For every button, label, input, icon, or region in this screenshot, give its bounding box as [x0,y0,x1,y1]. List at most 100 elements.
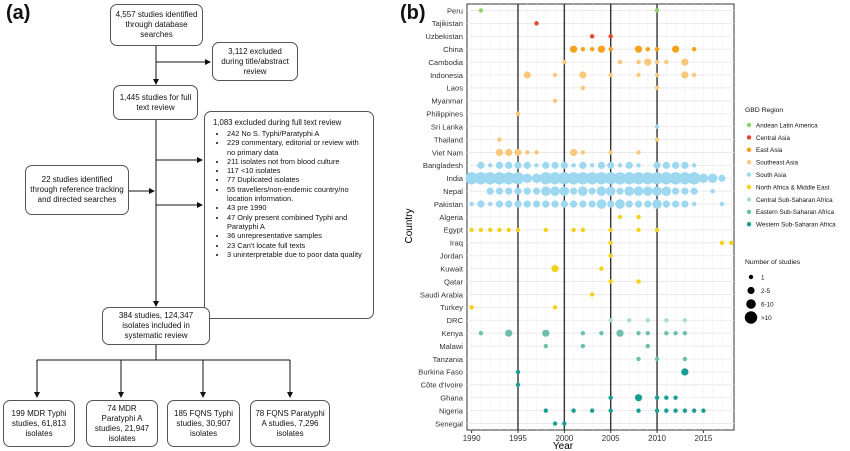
data-point [469,201,474,207]
y-tick-label: DRC [447,316,464,325]
data-point [515,369,521,375]
data-point [542,161,550,169]
legend-region-swatch [746,160,752,165]
legend-region-label: North Africa & Middle East [756,184,830,191]
data-point [596,186,607,196]
data-point [552,72,558,78]
data-point [653,161,661,169]
data-point [671,200,680,208]
data-point [595,172,608,185]
box-outcome-fqns-paratyphi: 78 FQNS Paratyphi A studies, 7,296 isola… [250,400,330,447]
y-tick-label: Burkina Faso [418,368,463,377]
x-tick-label: 2000 [555,434,573,443]
data-point [579,161,587,169]
data-point [608,227,613,233]
y-tick-label: Indonesia [430,71,464,80]
data-point [495,148,504,157]
excluded-item: 23 Can't locate full texts [227,241,367,250]
y-tick-label: Malawi [439,342,463,351]
data-point [604,172,617,185]
data-point [662,200,670,208]
y-tick-label: Thailand [434,135,463,144]
data-point [570,187,578,195]
y-tick-label: Tajikistan [432,19,463,28]
data-point [505,161,513,169]
panel-a-label: (a) [6,2,31,24]
data-point [729,240,734,246]
data-point [522,173,533,184]
legend-region-label: Western Sub-Saharan Africa [756,222,836,229]
legend-region-label: East Asia [756,147,783,154]
box-outcome-mdr-paratyphi: 74 MDR Paratyphi A studies, 21,947 isola… [86,400,158,447]
panel-b-label: (b) [400,2,426,24]
excluded-item: 36 unrepresentative samples [227,231,367,240]
data-point [671,187,680,195]
data-point [613,172,627,185]
data-point [599,330,604,336]
data-point [534,150,539,155]
box-outcome-fqns-typhi: 185 FQNS Typhi studies, 30,907 isolates [167,400,240,447]
legend-region-label: Central Sub-Saharan Africa [756,197,833,204]
data-point [633,186,644,196]
data-point [570,45,578,53]
data-point [634,394,643,402]
data-point [681,58,689,66]
data-point [664,395,669,400]
data-point [523,187,531,195]
data-point [559,186,570,196]
excluded-item: 47 Only present combined Typhi and Parat… [227,213,367,232]
data-point [654,356,660,362]
data-point [465,172,478,185]
data-point [636,356,641,362]
data-point [718,174,726,182]
excluded-item: 3 uninterpretable due to poor data quali… [227,250,367,259]
data-point [645,330,650,336]
data-point [608,279,613,284]
data-point [654,137,660,142]
data-point [562,421,567,426]
data-point [636,279,641,284]
data-point [681,161,689,169]
data-point [495,200,504,208]
legend-region-swatch [746,135,752,140]
data-point [664,408,669,413]
data-point [654,59,660,65]
y-tick-label: Uzbekistan [425,32,463,41]
legend-size-swatch [747,286,755,295]
legend-region-label: South Asia [756,172,787,179]
data-point [682,330,688,336]
data-point [654,46,660,52]
legend-size-swatch [746,299,756,309]
y-tick-label: Nepal [443,187,463,196]
y-tick-label: Senegal [435,419,463,428]
data-point [551,200,559,208]
data-point [654,124,660,129]
data-point [495,161,504,169]
data-point [636,214,641,220]
data-point [634,45,643,53]
data-point [636,150,641,155]
data-point [623,172,636,185]
data-point [664,59,669,65]
data-point [654,227,660,233]
excluded-item: 117 <10 isolates [227,166,367,175]
data-point [662,161,670,169]
data-point [682,318,688,323]
data-point [608,72,613,78]
excluded-item: 242 No S. Typhi/Paratyphi A [227,129,367,138]
legend-region-swatch [746,222,752,227]
data-point [682,356,688,362]
y-tick-label: Peru [447,6,463,15]
data-point [560,161,568,169]
data-point [608,395,613,400]
data-point [650,172,664,185]
data-point [719,240,725,246]
data-point [579,71,587,79]
y-tick-label: Pakistan [434,200,463,209]
data-point [654,72,660,78]
data-point [605,186,616,196]
data-point [644,58,652,66]
data-point [589,46,595,52]
data-point [478,330,484,336]
data-point [543,227,549,233]
